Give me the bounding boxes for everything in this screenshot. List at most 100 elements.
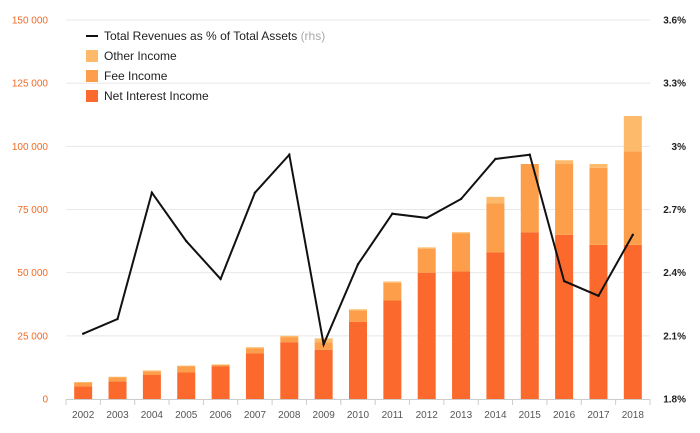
line-point-2007 bbox=[253, 191, 257, 194]
x-tick-label: 2017 bbox=[587, 410, 610, 421]
line-point-2017 bbox=[597, 294, 600, 298]
bar-net-interest-income-2014 bbox=[486, 252, 505, 399]
bar-fee-income-2012 bbox=[417, 248, 436, 273]
x-tick-label: 2007 bbox=[244, 410, 267, 421]
bar-net-interest-income-2013 bbox=[452, 271, 471, 399]
y-left-tick-label: 75 000 bbox=[17, 205, 48, 216]
bar-other-income-2018 bbox=[623, 116, 642, 152]
line-point-2013 bbox=[459, 197, 463, 201]
bar-other-income-2002 bbox=[74, 382, 93, 383]
line-point-2018 bbox=[631, 233, 635, 236]
y-right-tick-label: 3% bbox=[672, 142, 687, 153]
legend-label-line: Total Revenues as % of Total Assets (rhs… bbox=[104, 29, 325, 43]
bar-net-interest-income-2009 bbox=[314, 349, 333, 399]
legend-label-net-interest-income: Net Interest Income bbox=[104, 89, 209, 103]
bar-fee-income-2004 bbox=[142, 371, 161, 375]
y-right-tick-label: 2.4% bbox=[663, 268, 686, 279]
x-tick-label: 2016 bbox=[553, 410, 576, 421]
bar-net-interest-income-2018 bbox=[623, 244, 642, 399]
x-tick-label: 2005 bbox=[175, 410, 198, 421]
bar-net-interest-income-2008 bbox=[280, 342, 299, 399]
bar-other-income-2008 bbox=[280, 335, 299, 338]
bar-other-income-2012 bbox=[417, 247, 436, 249]
x-tick-label: 2008 bbox=[278, 410, 301, 421]
line-point-2015 bbox=[528, 153, 531, 156]
line-point-2006 bbox=[219, 277, 222, 281]
bar-net-interest-income-2004 bbox=[142, 374, 161, 399]
y-left-tick-label: 125 000 bbox=[12, 79, 49, 90]
bar-fee-income-2008 bbox=[280, 337, 299, 343]
x-tick-label: 2002 bbox=[72, 410, 95, 421]
y-right-tick-label: 1.8% bbox=[663, 395, 686, 406]
bar-other-income-2005 bbox=[177, 365, 196, 367]
bar-other-income-2007 bbox=[245, 347, 264, 349]
x-tick-label: 2014 bbox=[484, 410, 507, 421]
bar-net-interest-income-2007 bbox=[245, 353, 264, 399]
bar-other-income-2004 bbox=[142, 370, 161, 372]
x-tick-label: 2009 bbox=[313, 410, 336, 421]
bar-other-income-2010 bbox=[349, 309, 367, 311]
line-point-2010 bbox=[356, 263, 360, 266]
bar-fee-income-2015 bbox=[520, 164, 539, 233]
line-point-2005 bbox=[185, 239, 188, 243]
bar-net-interest-income-2003 bbox=[108, 381, 127, 399]
line-point-2014 bbox=[494, 157, 497, 161]
line-point-2016 bbox=[562, 279, 566, 283]
bar-other-income-2011 bbox=[383, 281, 402, 283]
bar-fee-income-2013 bbox=[452, 233, 471, 272]
bar-fee-income-2005 bbox=[177, 366, 196, 373]
bar-net-interest-income-2012 bbox=[417, 272, 436, 399]
line-point-2012 bbox=[425, 216, 428, 220]
x-tick-label: 2018 bbox=[622, 410, 645, 421]
y-right-tick-label: 2.1% bbox=[663, 331, 686, 342]
bar-net-interest-income-2015 bbox=[520, 232, 539, 399]
y-right-tick-label: 2.7% bbox=[663, 205, 686, 216]
x-tick-label: 2012 bbox=[416, 410, 439, 421]
x-tick-label: 2004 bbox=[141, 410, 164, 421]
y-right-tick-label: 3.6% bbox=[663, 16, 686, 27]
line-point-2003 bbox=[116, 317, 119, 321]
bar-fee-income-2011 bbox=[383, 282, 402, 301]
bar-other-income-2014 bbox=[486, 196, 505, 204]
bar-fee-income-2010 bbox=[349, 310, 367, 322]
bar-other-income-2013 bbox=[452, 232, 471, 234]
line-point-2004 bbox=[150, 191, 154, 194]
legend-label-other-income: Other Income bbox=[104, 49, 177, 63]
bar-fee-income-2014 bbox=[486, 203, 505, 253]
y-left-tick-label: 0 bbox=[42, 395, 48, 406]
legend-swatch-fee-income bbox=[86, 70, 98, 82]
x-tick-label: 2015 bbox=[519, 410, 542, 421]
x-tick-label: 2003 bbox=[106, 410, 129, 421]
x-tick-label: 2011 bbox=[382, 410, 404, 421]
bar-other-income-2003 bbox=[108, 376, 127, 378]
bar-fee-income-2002 bbox=[74, 382, 93, 387]
bar-fee-income-2016 bbox=[555, 164, 574, 235]
bar-net-interest-income-2016 bbox=[555, 234, 574, 399]
bar-net-interest-income-2011 bbox=[383, 300, 402, 399]
bar-other-income-2016 bbox=[555, 160, 574, 165]
bar-fee-income-2007 bbox=[245, 348, 264, 354]
legend-label-fee-income: Fee Income bbox=[104, 69, 168, 83]
bar-net-interest-income-2005 bbox=[177, 372, 196, 399]
y-left-tick-label: 150 000 bbox=[12, 16, 49, 27]
bar-net-interest-income-2017 bbox=[589, 244, 608, 399]
line-point-2011 bbox=[391, 212, 394, 215]
y-left-tick-label: 100 000 bbox=[12, 142, 49, 153]
bar-fee-income-2017 bbox=[589, 167, 608, 245]
bar-fee-income-2003 bbox=[108, 377, 127, 382]
bar-net-interest-income-2010 bbox=[349, 321, 367, 399]
x-tick-label: 2006 bbox=[209, 410, 232, 421]
bar-net-interest-income-2006 bbox=[211, 366, 230, 399]
line-point-2009 bbox=[322, 343, 325, 346]
legend-swatch-net-interest-income bbox=[86, 90, 98, 102]
y-left-tick-label: 50 000 bbox=[17, 268, 48, 279]
y-left-tick-label: 25 000 bbox=[17, 331, 48, 342]
y-right-tick-label: 3.3% bbox=[663, 79, 686, 90]
line-point-2008 bbox=[288, 153, 291, 156]
legend-label-rhs-note: (rhs) bbox=[301, 29, 326, 43]
line-point-2002 bbox=[81, 332, 85, 335]
bar-other-income-2017 bbox=[589, 164, 608, 168]
bar-net-interest-income-2002 bbox=[74, 386, 93, 399]
